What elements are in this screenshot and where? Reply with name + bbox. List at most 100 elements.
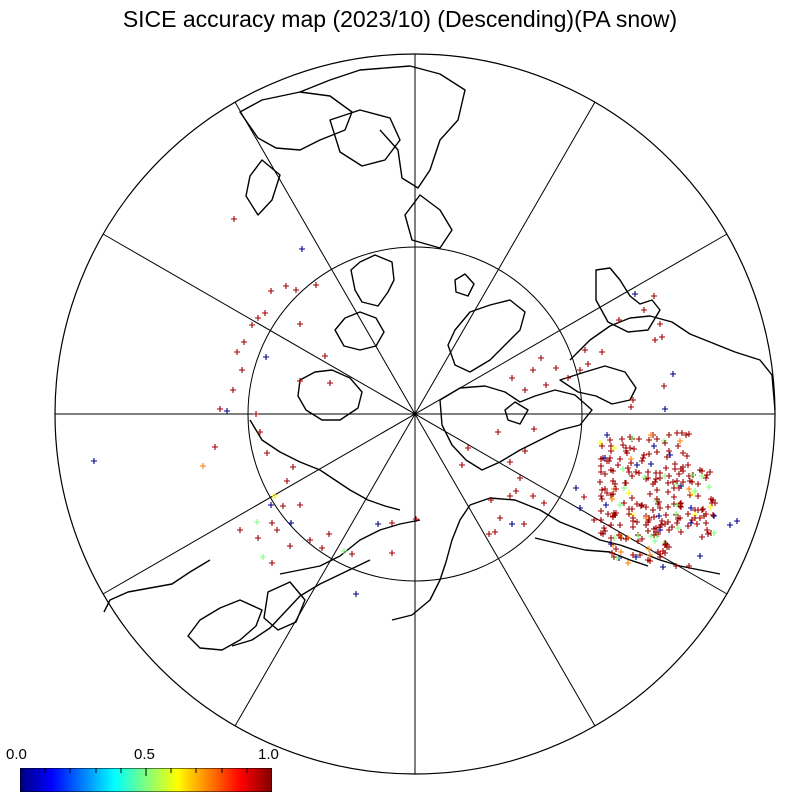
accuracy-marker (634, 519, 640, 525)
accuracy-marker (674, 478, 680, 484)
accuracy-marker (600, 531, 606, 537)
accuracy-marker (272, 493, 278, 499)
accuracy-marker (663, 512, 669, 518)
accuracy-marker (675, 443, 681, 449)
accuracy-marker (611, 445, 617, 451)
accuracy-marker (663, 541, 669, 547)
accuracy-marker (687, 478, 693, 484)
accuracy-marker (614, 555, 620, 561)
accuracy-marker (591, 517, 597, 523)
accuracy-marker (604, 458, 610, 464)
accuracy-marker (604, 490, 610, 496)
accuracy-marker (680, 450, 686, 456)
accuracy-marker (255, 315, 261, 321)
accuracy-marker (297, 502, 303, 508)
colorbar-ticks (44, 768, 248, 776)
accuracy-marker (688, 505, 694, 511)
accuracy-marker (623, 480, 629, 486)
accuracy-marker (608, 522, 614, 528)
accuracy-marker (613, 486, 619, 492)
accuracy-marker (646, 517, 652, 523)
accuracy-marker (613, 546, 619, 552)
accuracy-marker (661, 383, 667, 389)
accuracy-marker (629, 435, 635, 441)
accuracy-marker (657, 505, 663, 511)
accuracy-marker (541, 500, 547, 506)
accuracy-marker (327, 380, 333, 386)
accuracy-marker (621, 485, 627, 491)
accuracy-marker (269, 520, 275, 526)
accuracy-marker (283, 283, 289, 289)
accuracy-marker (608, 541, 614, 547)
accuracy-marker (734, 518, 740, 524)
accuracy-marker (630, 397, 636, 403)
accuracy-marker (671, 501, 677, 507)
accuracy-marker (293, 287, 299, 293)
accuracy-marker (264, 450, 270, 456)
accuracy-marker (617, 456, 623, 462)
accuracy-marker (573, 485, 579, 491)
accuracy-marker (616, 317, 622, 323)
accuracy-marker (297, 321, 303, 327)
accuracy-marker (636, 436, 642, 442)
accuracy-marker (652, 337, 658, 343)
accuracy-marker (699, 534, 705, 540)
accuracy-marker (628, 460, 634, 466)
accuracy-marker (662, 440, 668, 446)
accuracy-marker (230, 387, 236, 393)
accuracy-marker (631, 446, 637, 452)
accuracy-marker (640, 455, 646, 461)
accuracy-marker (650, 481, 656, 487)
accuracy-marker (492, 529, 498, 535)
accuracy-marker (652, 538, 658, 544)
accuracy-marker (517, 475, 523, 481)
accuracy-marker (581, 494, 587, 500)
accuracy-marker (711, 530, 717, 536)
accuracy-marker (237, 527, 243, 533)
accuracy-marker (674, 502, 680, 508)
accuracy-marker (666, 473, 672, 479)
accuracy-marker (599, 496, 605, 502)
accuracy-marker (389, 520, 395, 526)
accuracy-marker (577, 367, 583, 373)
accuracy-marker (645, 528, 651, 534)
accuracy-marker (648, 461, 654, 467)
colorbar-max-label: 1.0 (258, 746, 279, 763)
accuracy-marker (582, 347, 588, 353)
accuracy-marker (684, 453, 690, 459)
accuracy-marker (629, 506, 635, 512)
accuracy-marker (680, 468, 686, 474)
accuracy-marker (375, 521, 381, 527)
colorbar (20, 768, 272, 792)
accuracy-marker (509, 375, 515, 381)
accuracy-marker (662, 550, 668, 556)
accuracy-marker (695, 481, 701, 487)
accuracy-marker (670, 371, 676, 377)
accuracy-marker (623, 448, 629, 454)
accuracy-marker (257, 429, 263, 435)
accuracy-marker (700, 506, 706, 512)
accuracy-marker (678, 500, 684, 506)
accuracy-marker (639, 458, 645, 464)
accuracy-marker (319, 545, 325, 551)
accuracy-marker (727, 522, 733, 528)
accuracy-marker (297, 378, 303, 384)
accuracy-marker (673, 563, 679, 569)
accuracy-marker (598, 493, 604, 499)
accuracy-marker (530, 493, 536, 499)
accuracy-marker (633, 469, 639, 475)
accuracy-marker (639, 536, 645, 542)
accuracy-marker (313, 282, 319, 288)
accuracy-marker (497, 515, 503, 521)
accuracy-marker (646, 437, 652, 443)
accuracy-marker (509, 521, 515, 527)
accuracy-marker (585, 361, 591, 367)
accuracy-marker (603, 502, 609, 508)
accuracy-marker (653, 525, 659, 531)
accuracy-marker (636, 470, 642, 476)
accuracy-marker (686, 473, 692, 479)
accuracy-marker (648, 533, 654, 539)
accuracy-marker (617, 502, 623, 508)
accuracy-marker (611, 554, 617, 560)
